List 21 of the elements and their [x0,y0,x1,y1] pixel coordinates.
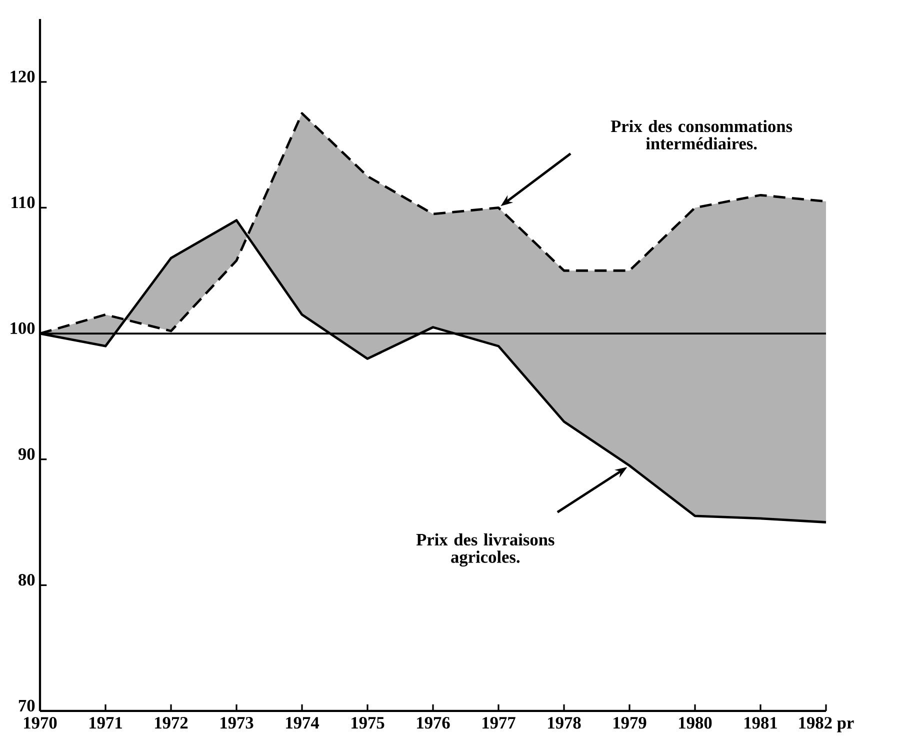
y-tick-label: 80 [18,574,35,586]
x-tick-label: 1975 [352,717,384,729]
x-tick-label: 1973 [220,717,254,729]
annotation: Prix des consommations intermédiaires. [610,120,792,150]
annotation: Prix des livraisons agricoles. [416,534,554,567]
x-tick-label: 1977 [482,717,516,729]
y-tick-label: 90 [18,448,35,460]
x-tick-label: 1978 [548,717,581,729]
x-tick-label: 1974 [286,717,320,729]
y-tick-label: 100 [10,322,35,334]
x-tick-label: 1981 [744,717,777,729]
x-tick-label: 1980 [679,717,712,729]
x-tick-label: 1971 [90,717,122,729]
y-tick-label: 110 [12,196,35,208]
x-tick-label: 1976 [417,717,450,729]
y-tick-label: 120 [10,70,35,83]
x-tick-label: 1972 [155,717,188,729]
x-tick-label: 1970 [24,717,57,729]
x-tick-label: 1979 [614,717,646,729]
y-tick-label: 70 [18,700,35,712]
x-tick-label: 1982 pr [799,717,854,732]
